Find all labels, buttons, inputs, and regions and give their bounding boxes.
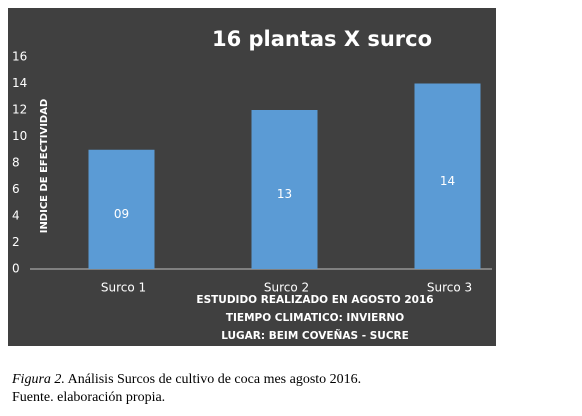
y-tick-label: 10 (12, 129, 27, 143)
bar-annotation: 09 (114, 207, 129, 221)
bar (88, 149, 155, 269)
x-tick-label: Surco 3 (427, 281, 472, 295)
y-tick-label: 0 (12, 262, 20, 276)
y-tick-label: 6 (12, 182, 20, 196)
y-tick-label: 14 (12, 76, 27, 90)
y-tick-label: 8 (12, 156, 20, 170)
bar-annotation: 14 (440, 174, 455, 188)
y-tick-label: 2 (12, 235, 20, 249)
chart-note: TIEMPO CLIMATICO: INVIERNO (226, 312, 404, 324)
caption: Figura 2. Análisis Surcos de cultivo de … (12, 372, 361, 388)
chart-note: ESTUDIDO REALIZADO EN AGOSTO 2016 (196, 294, 433, 306)
y-tick-label: 4 (12, 209, 20, 223)
chart: 16 plantas X surco INDICE DE EFECTIVIDAD… (8, 8, 496, 346)
chart-title: 16 plantas X surco (212, 27, 432, 51)
y-tick-label: 16 (12, 50, 27, 64)
caption-text: Análisis Surcos de cultivo de coca mes a… (67, 372, 362, 387)
bar-annotation: 13 (277, 187, 292, 201)
caption-source: Fuente. elaboración propia. (12, 390, 166, 405)
x-tick-label: Surco 1 (101, 281, 146, 295)
chart-note: LUGAR: BEIM COVEÑAS - SUCRE (221, 329, 409, 342)
y-axis-label: INDICE DE EFECTIVIDAD (39, 99, 50, 234)
caption-label: Figura 2. (12, 372, 65, 387)
bar (414, 83, 481, 269)
x-tick-label: Surco 2 (264, 281, 309, 295)
bar (251, 110, 318, 269)
y-tick-label: 12 (12, 103, 27, 117)
